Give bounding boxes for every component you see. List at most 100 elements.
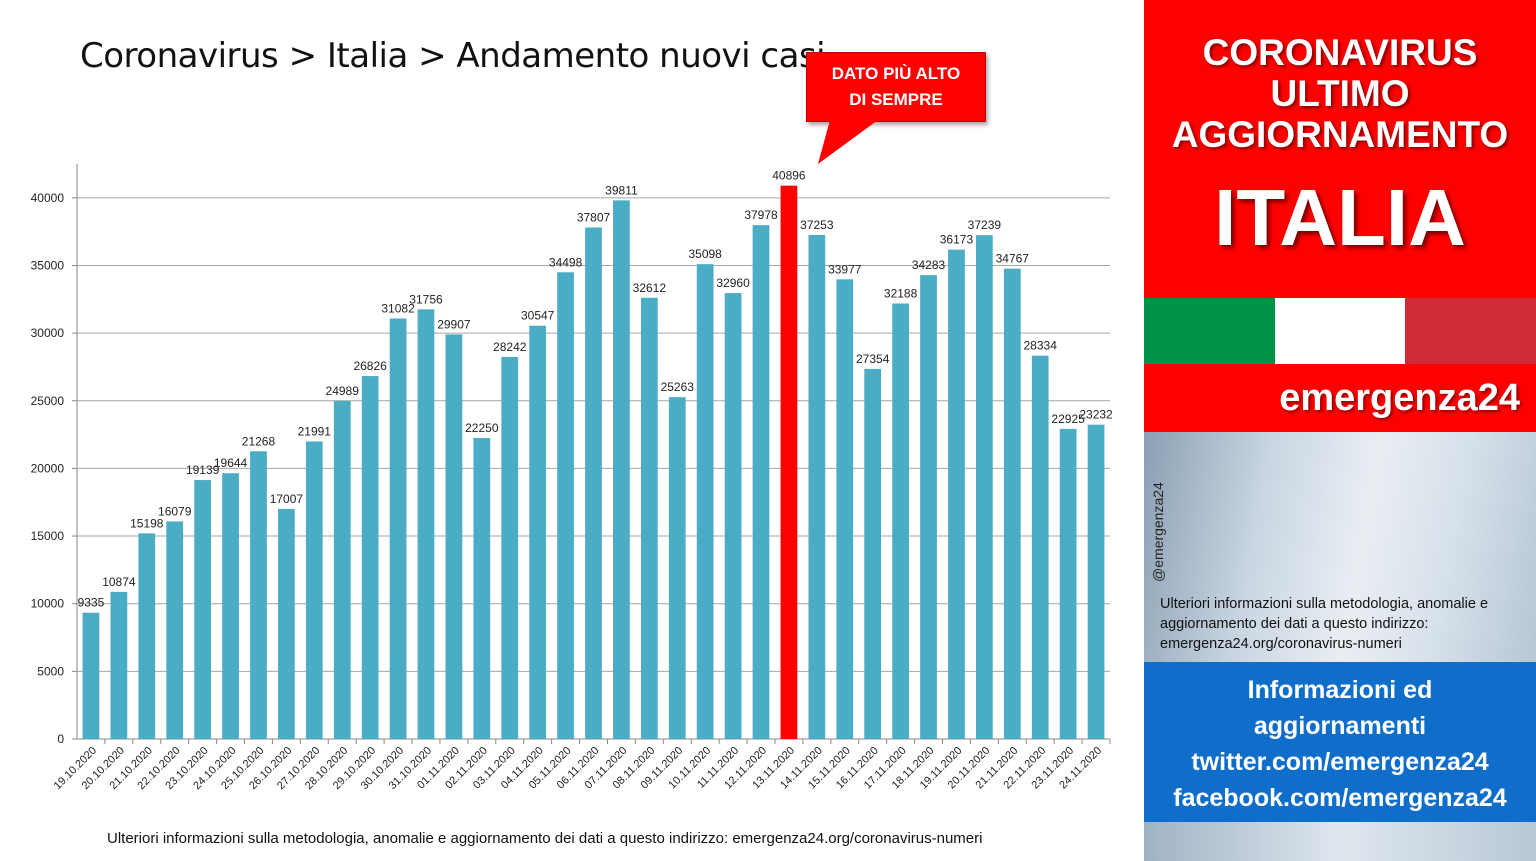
bar <box>529 325 547 739</box>
data-label: 30547 <box>521 309 555 323</box>
bar <box>892 303 909 739</box>
facebook-link[interactable]: facebook.com/emergenza24 <box>1173 784 1507 812</box>
bar <box>557 272 574 739</box>
bar <box>1087 424 1105 739</box>
bar <box>948 249 965 739</box>
data-label: 37807 <box>577 210 611 224</box>
bar <box>389 318 407 739</box>
bar <box>696 264 714 739</box>
background-photo: @emergenza24 Ulteriori informazioni sull… <box>1144 432 1536 662</box>
data-label: 28242 <box>493 340 527 354</box>
bar <box>975 235 993 740</box>
bar-chart: 0 5000 10000 15000 20000 25000 30000 35000 40000… <box>31 164 1113 792</box>
bar <box>836 279 854 739</box>
bar <box>194 480 212 739</box>
data-label: 15198 <box>130 516 164 530</box>
data-label: 16079 <box>158 504 192 518</box>
flag-green <box>1144 298 1275 364</box>
data-label: 37239 <box>968 218 1002 232</box>
data-label: 37253 <box>800 218 834 232</box>
bar-highlight <box>780 185 798 739</box>
brand-name: emergenza24 <box>1144 364 1536 432</box>
bar <box>473 437 491 739</box>
banner-line-2: ULTIMO <box>1270 73 1410 114</box>
bar <box>250 451 267 739</box>
bar <box>417 309 435 739</box>
bar <box>613 200 630 739</box>
bar <box>333 400 351 739</box>
bar <box>166 521 184 739</box>
footer-note: Ulteriori informazioni sulla metodologia… <box>107 830 983 847</box>
data-label: 24989 <box>326 384 360 398</box>
data-label: 32188 <box>884 287 918 301</box>
sidebar: CORONAVIRUS ULTIMO AGGIORNAMENTO ITALIA … <box>1144 0 1536 861</box>
italian-flag <box>1144 298 1536 364</box>
methodology-note: Ulteriori informazioni sulla metodologia… <box>1160 596 1489 652</box>
callout-line-1: DATO PIÙ ALTO <box>831 64 961 83</box>
data-label: 36173 <box>940 233 974 247</box>
bar <box>1003 268 1021 739</box>
y-tick-label: 25000 <box>31 394 65 408</box>
bar <box>361 376 379 739</box>
data-label: 29907 <box>437 317 471 331</box>
data-label: 27354 <box>856 352 890 366</box>
data-label: 22925 <box>1051 412 1085 426</box>
update-banner: CORONAVIRUS ULTIMO AGGIORNAMENTO ITALIA <box>1144 0 1536 298</box>
data-label: 35098 <box>688 247 722 261</box>
data-label: 40896 <box>772 169 806 183</box>
bar <box>752 225 770 739</box>
bottom-photo-strip <box>1144 822 1536 861</box>
data-label: 23232 <box>1079 408 1113 422</box>
info-box: Informazioni ed aggiornamenti twitter.co… <box>1144 662 1536 822</box>
bar <box>808 234 826 739</box>
data-label: 39811 <box>605 183 638 197</box>
data-label: 31082 <box>381 301 415 315</box>
data-label: 9335 <box>78 596 105 610</box>
bar <box>278 508 295 739</box>
bar <box>864 368 882 739</box>
data-label: 34767 <box>996 252 1030 266</box>
data-label: 34283 <box>912 258 946 272</box>
bar <box>668 397 686 739</box>
data-label: 34498 <box>549 255 583 269</box>
info-line-1: Informazioni ed <box>1247 676 1433 704</box>
data-label: 28334 <box>1024 339 1058 353</box>
bar <box>110 591 128 739</box>
bar <box>138 533 156 739</box>
banner-heading: CORONAVIRUS ULTIMO AGGIORNAMENTO <box>1144 32 1536 155</box>
y-tick-label: 15000 <box>31 529 65 543</box>
y-tick-label: 0 <box>57 732 64 746</box>
bar <box>1031 355 1049 739</box>
data-label: 31756 <box>409 292 443 306</box>
country-label: ITALIA <box>1214 173 1466 262</box>
data-label: 32612 <box>633 281 667 295</box>
twitter-link[interactable]: twitter.com/emergenza24 <box>1191 748 1489 776</box>
y-tick-label: 35000 <box>31 258 65 272</box>
bar <box>222 473 239 739</box>
bar <box>445 334 463 739</box>
y-tick-label: 5000 <box>37 664 64 678</box>
bar <box>305 441 323 739</box>
data-label: 26826 <box>353 359 387 373</box>
data-label: 19139 <box>186 463 220 477</box>
bar <box>585 227 602 739</box>
data-label: 33977 <box>828 262 862 276</box>
flag-red <box>1405 298 1536 364</box>
bar <box>501 356 519 739</box>
y-tick-label: 10000 <box>31 597 65 611</box>
y-tick-label: 20000 <box>31 461 65 475</box>
y-tick-label: 40000 <box>31 191 65 205</box>
data-label: 32960 <box>716 276 750 290</box>
bar <box>920 275 937 739</box>
callout-pointer <box>818 120 878 164</box>
bar <box>82 612 100 739</box>
bar <box>640 297 658 739</box>
chart-title: Coronavirus > Italia > Andamento nuovi c… <box>80 36 826 76</box>
data-label: 25263 <box>661 380 695 394</box>
bar <box>1059 428 1077 739</box>
data-label: 22250 <box>465 421 499 435</box>
banner-line-3: AGGIORNAMENTO <box>1171 114 1509 155</box>
bar <box>724 293 742 739</box>
data-label: 37978 <box>744 208 778 222</box>
data-label: 21991 <box>298 424 332 438</box>
